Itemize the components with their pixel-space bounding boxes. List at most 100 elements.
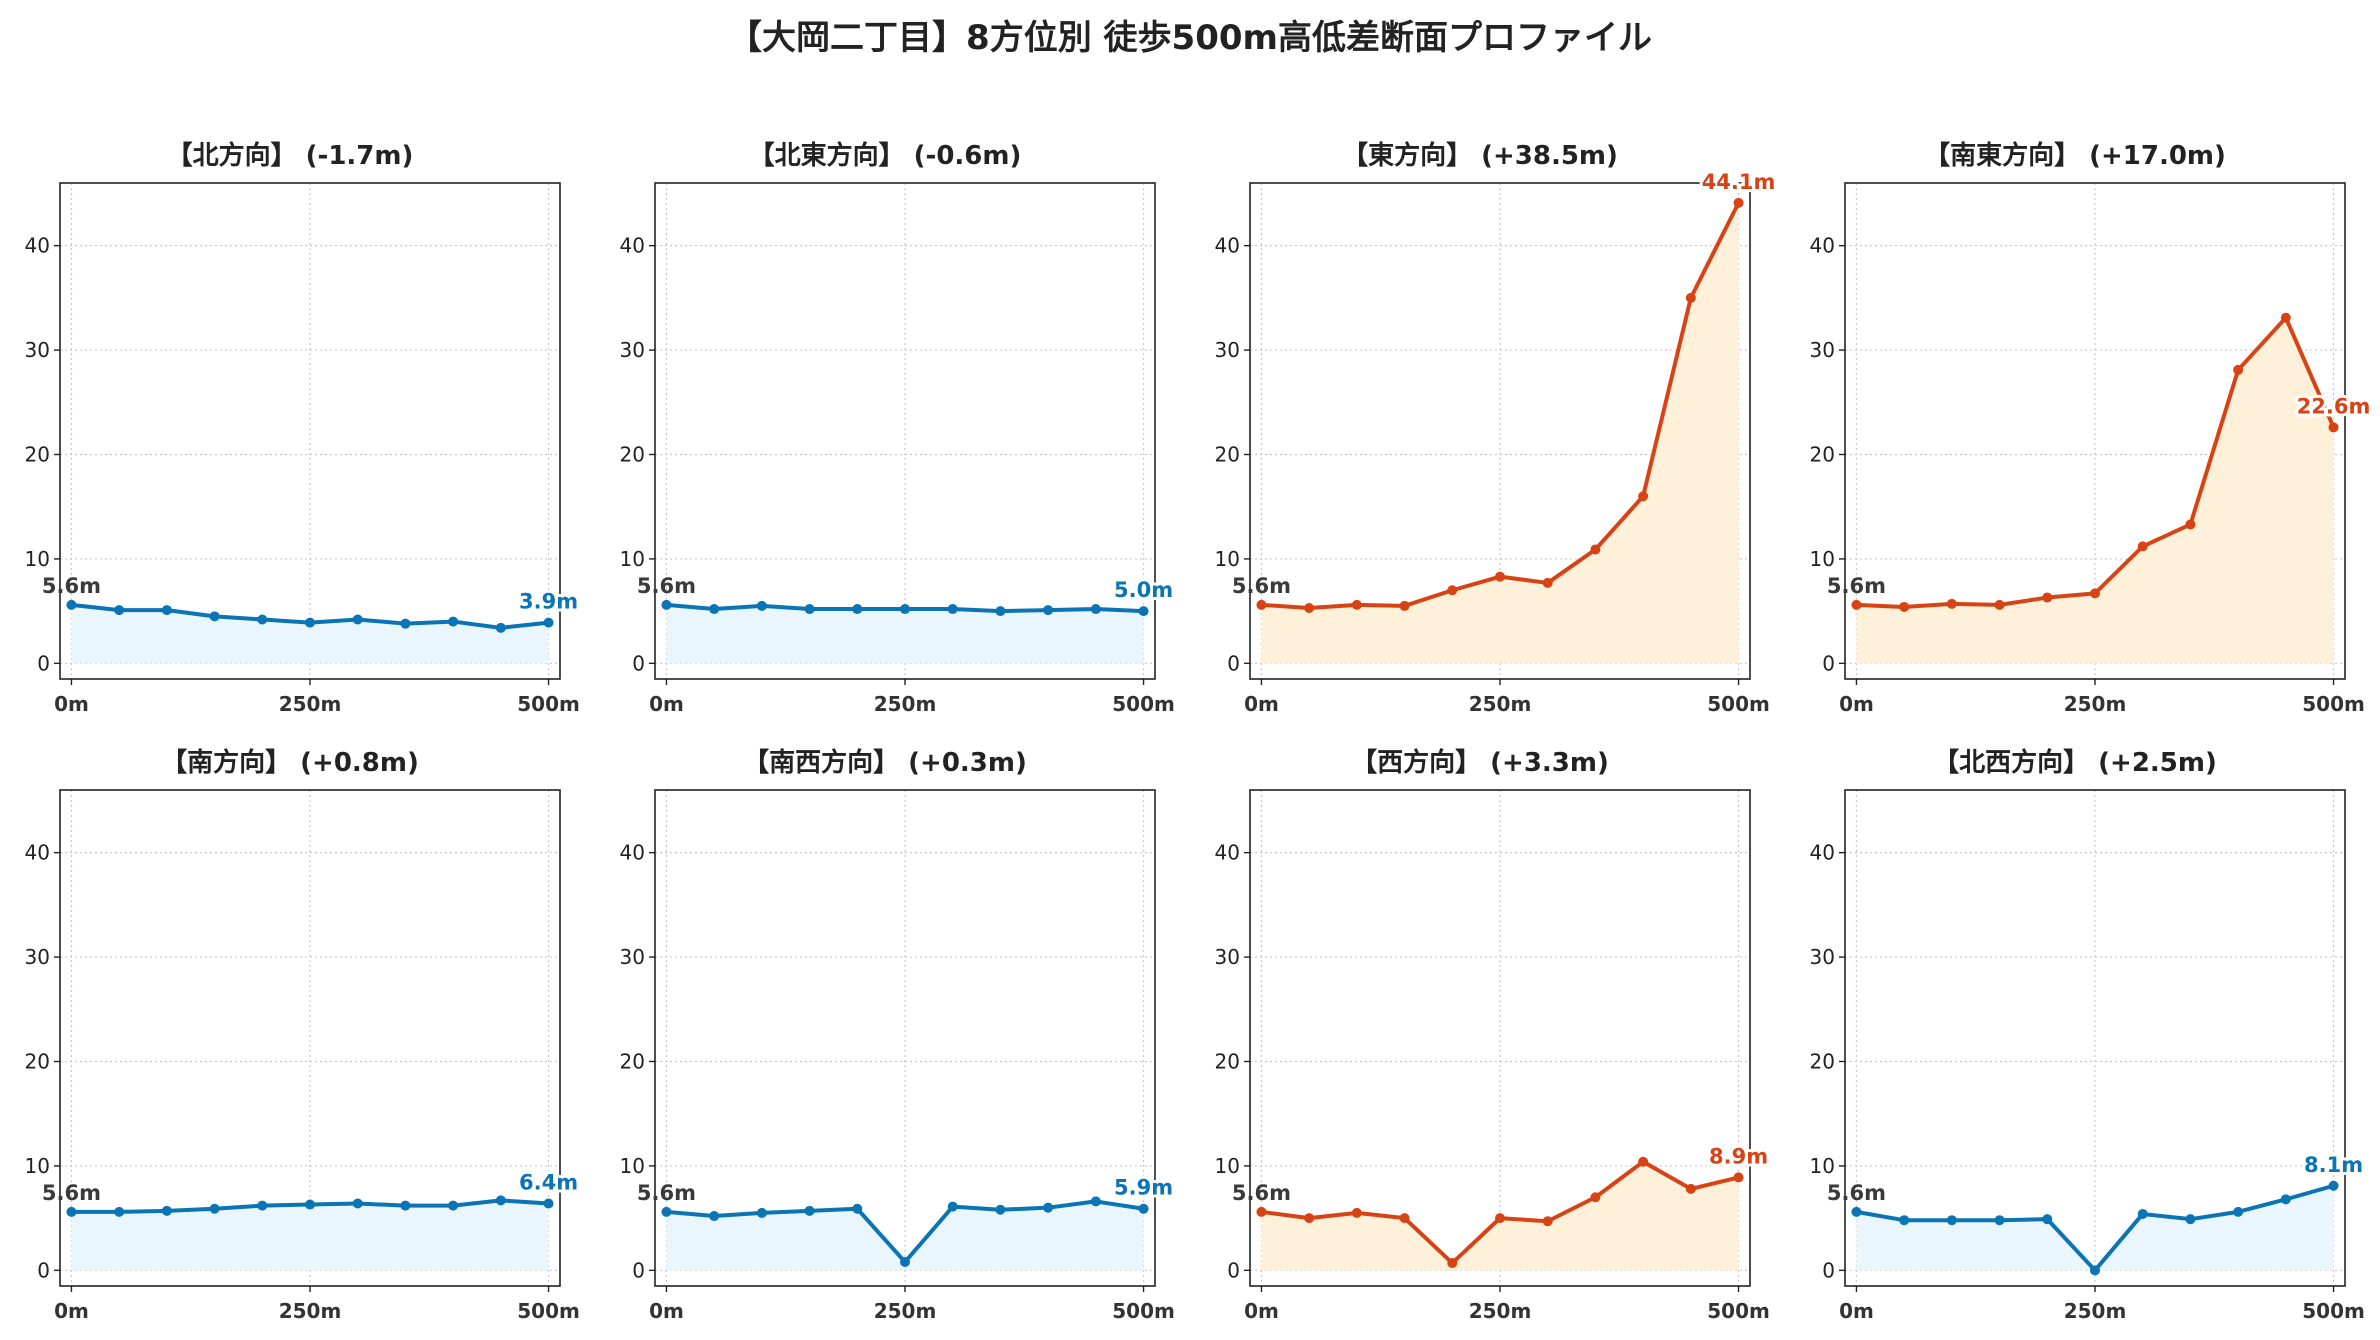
- y-tick-label: 0: [37, 1258, 50, 1282]
- x-tick-label: 500m: [2302, 692, 2365, 716]
- data-point: [257, 614, 268, 625]
- data-point: [161, 1205, 172, 1216]
- y-tick-label: 20: [620, 1049, 645, 1073]
- data-point: [1351, 1207, 1362, 1218]
- data-point: [1542, 1216, 1553, 1227]
- x-tick-label: 0m: [54, 692, 89, 716]
- data-point: [2280, 312, 2291, 323]
- y-tick-label: 30: [1810, 338, 1835, 362]
- y-tick-label: 40: [25, 234, 50, 258]
- x-tick-label: 500m: [517, 692, 580, 716]
- panel-title: 【北西方向】 (+2.5m): [1933, 748, 2217, 778]
- y-tick-label: 0: [1227, 1258, 1240, 1282]
- data-point: [352, 614, 363, 625]
- data-point: [66, 599, 77, 610]
- data-point: [1447, 585, 1458, 596]
- panel-title: 【西方向】 (+3.3m): [1351, 748, 1609, 778]
- data-point: [1994, 599, 2005, 610]
- data-point: [114, 605, 125, 616]
- data-point: [1590, 1192, 1601, 1203]
- data-point: [2137, 541, 2148, 552]
- y-tick-label: 10: [1215, 1154, 1240, 1178]
- data-point: [756, 1207, 767, 1218]
- x-tick-label: 250m: [2064, 1299, 2127, 1323]
- data-point: [1399, 1213, 1410, 1224]
- data-point: [66, 1206, 77, 1217]
- data-point: [257, 1200, 268, 1211]
- data-point: [804, 1205, 815, 1216]
- x-tick-label: 250m: [874, 1299, 937, 1323]
- data-point: [756, 600, 767, 611]
- data-point: [2280, 1194, 2291, 1205]
- panel-title: 【北方向】 (-1.7m): [166, 141, 414, 171]
- start-elevation-label: 5.6m: [637, 574, 696, 598]
- y-tick-label: 40: [1215, 841, 1240, 865]
- y-tick-label: 0: [1227, 651, 1240, 675]
- x-tick-label: 250m: [874, 692, 937, 716]
- area-fill: [1856, 317, 2334, 664]
- x-tick-label: 250m: [2064, 692, 2127, 716]
- end-elevation-label-halo: 8.9m: [1709, 1144, 1768, 1168]
- data-point: [1590, 544, 1601, 555]
- y-tick-label: 30: [1215, 338, 1240, 362]
- data-point: [709, 604, 720, 615]
- data-point: [352, 1198, 363, 1209]
- data-point: [1899, 1215, 1910, 1226]
- data-point: [2090, 1265, 2100, 1276]
- y-tick-label: 30: [620, 945, 645, 969]
- panel-title: 【南東方向】 (+17.0m): [1924, 141, 2226, 171]
- data-point: [1399, 600, 1410, 611]
- data-point: [1447, 1258, 1458, 1269]
- data-point: [1090, 1196, 1101, 1207]
- data-point: [2137, 1208, 2148, 1219]
- y-tick-label: 0: [37, 651, 50, 675]
- panel-title: 【南西方向】 (+0.3m): [743, 748, 1027, 778]
- end-elevation-label: 22.6m: [2297, 394, 2371, 418]
- y-tick-label: 40: [1810, 841, 1835, 865]
- data-point: [305, 617, 315, 628]
- y-tick-label: 10: [1810, 1154, 1835, 1178]
- x-tick-label: 500m: [1112, 692, 1175, 716]
- panel-east: 【東方向】 (+38.5m) 0 10 20 30 40 0m 250m 500m 5.6m 44…: [1190, 133, 1779, 723]
- y-tick-label: 10: [1810, 547, 1835, 571]
- end-elevation-label: 8.1m: [2304, 1153, 2363, 1177]
- data-point: [1495, 1213, 1505, 1224]
- data-point: [305, 1199, 315, 1210]
- figure-title: 【大岡二丁目】8方位別 徒歩500m高低差断面プロファイル: [728, 18, 1652, 58]
- data-point: [1090, 604, 1101, 615]
- data-point: [995, 1204, 1006, 1215]
- end-elevation-label: 6.4m: [519, 1171, 578, 1195]
- data-point: [1256, 599, 1267, 610]
- data-point: [947, 1201, 958, 1212]
- data-point: [1946, 1215, 1957, 1226]
- data-point: [495, 622, 506, 633]
- end-elevation-label: 8.9m: [1709, 1144, 1768, 1168]
- x-tick-label: 250m: [279, 692, 342, 716]
- y-tick-label: 0: [632, 1258, 645, 1282]
- panel-title: 【北東方向】 (-0.6m): [748, 141, 1022, 171]
- data-point: [1351, 599, 1362, 610]
- data-point: [209, 1203, 220, 1214]
- x-tick-label: 500m: [1707, 692, 1770, 716]
- panel-northwest: 【北西方向】 (+2.5m) 0 10 20 30 40 0m 250m 500m 5.6m 8.…: [1785, 740, 2367, 1330]
- area-fill: [1261, 202, 1739, 664]
- x-tick-label: 500m: [517, 1299, 580, 1323]
- data-point: [1851, 599, 1862, 610]
- y-tick-label: 30: [25, 338, 50, 362]
- panel-title: 【南方向】 (+0.8m): [161, 748, 419, 778]
- end-elevation-label-halo: 6.4m: [519, 1171, 578, 1195]
- start-elevation-label: 5.6m: [637, 1181, 696, 1205]
- data-point: [2042, 592, 2053, 603]
- y-tick-label: 40: [620, 234, 645, 258]
- y-tick-label: 10: [1215, 547, 1240, 571]
- area-fill: [71, 604, 549, 664]
- panel-southwest: 【南西方向】 (+0.3m) 0 10 20 30 40 0m 250m 500m 5.6m 5.…: [595, 740, 1177, 1330]
- data-point: [400, 1200, 411, 1211]
- data-point: [1043, 605, 1054, 616]
- y-tick-label: 40: [620, 841, 645, 865]
- end-elevation-label-halo: 5.9m: [1114, 1176, 1173, 1200]
- data-point: [2185, 519, 2196, 530]
